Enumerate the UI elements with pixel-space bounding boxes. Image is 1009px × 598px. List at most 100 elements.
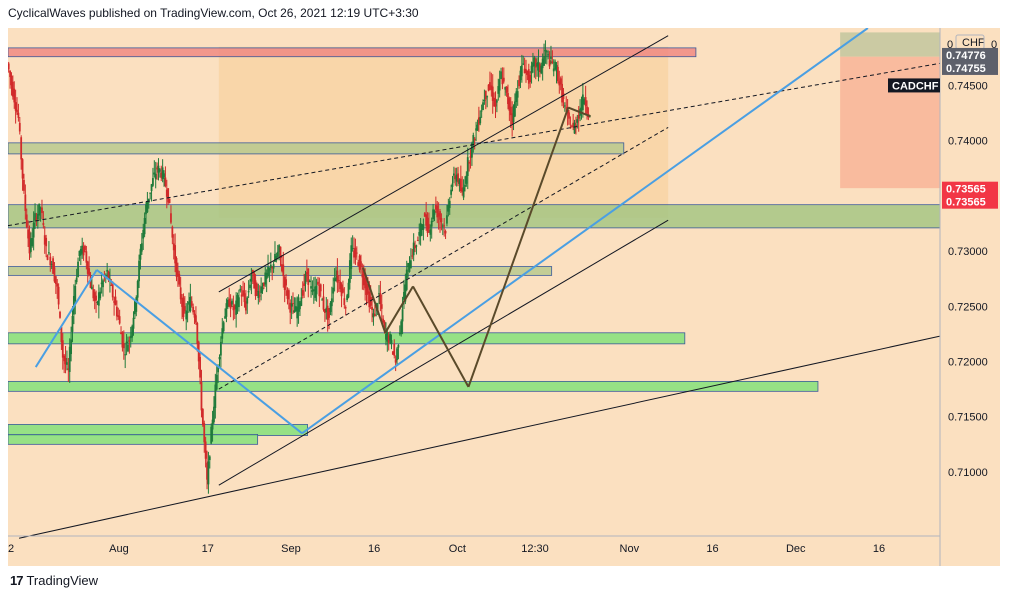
candle-body-40: [63, 355, 66, 362]
candle-body-193: [275, 256, 278, 261]
candle-body-172: [246, 297, 249, 304]
time-axis[interactable]: 12 Aug 17 Sep 16 Oct 12:30 Nov 16 Dec 16: [8, 543, 885, 555]
candle-body-28: [46, 255, 49, 260]
lines-layer: [8, 28, 941, 539]
y-tick-label-0: 0.74500: [948, 80, 988, 92]
candle-body-279: [394, 359, 397, 363]
tradingview-footer[interactable]: 17 TradingView: [10, 573, 98, 588]
candle-body-301: [425, 214, 428, 226]
candle-body-417: [586, 106, 588, 114]
candle-body-22: [38, 203, 41, 216]
candle-body-252: [357, 262, 360, 266]
candle-body-259: [367, 283, 369, 294]
candle-body-217: [308, 280, 311, 283]
candle-body-200: [285, 279, 287, 286]
candle-body-304: [429, 229, 432, 235]
candle-body-96: [140, 243, 143, 252]
candle-body-152: [218, 357, 221, 360]
candle-body-376: [529, 74, 532, 82]
tradingview-logo-icon: 17: [10, 573, 24, 588]
candle-body-230: [326, 305, 329, 320]
candle-body-233: [330, 298, 333, 307]
candle-body-182: [260, 286, 263, 294]
candle-body-18: [32, 222, 35, 238]
candle-body-375: [527, 69, 530, 84]
candle-body-148: [213, 406, 215, 423]
candle-body-360: [507, 93, 509, 105]
candle-body-97: [142, 229, 145, 239]
candle-body-213: [303, 283, 306, 286]
tradingview-brand: TradingView: [26, 573, 99, 588]
candle-body-78: [115, 306, 118, 317]
chart-svg[interactable]: 0.745000.740000.735000.730000.725000.720…: [8, 28, 1000, 566]
candle-body-204: [290, 303, 293, 307]
x-tick-label-3: Sep: [281, 543, 301, 555]
candle-body-399: [561, 83, 563, 103]
candle-body-135: [195, 315, 197, 323]
candle-body-325: [458, 179, 461, 184]
candle-body-361: [508, 98, 511, 111]
candle-body-414: [581, 94, 584, 111]
candle-body-284: [401, 309, 404, 322]
candle-body-243: [344, 307, 347, 309]
candle-body-416: [584, 97, 587, 107]
candle-body-14: [27, 229, 30, 239]
price-badge-bg-1: [942, 60, 998, 75]
candle-body-342: [482, 102, 484, 111]
candle-body-108: [157, 165, 160, 173]
candle-body-80: [118, 316, 121, 324]
candle-body-186: [265, 272, 268, 280]
candle-body-322: [454, 175, 457, 180]
candle-body-52: [79, 248, 82, 256]
candle-body-27: [45, 237, 48, 247]
candle-body-208: [296, 306, 299, 319]
candle-body-227: [322, 296, 325, 310]
y-tick-label-4: 0.72500: [948, 301, 988, 313]
price-badge-0: 0.74776: [946, 50, 986, 62]
candle-body-393: [552, 68, 555, 72]
candle-body-262: [371, 306, 373, 310]
candle-body-391: [550, 56, 552, 59]
candle-body-347: [489, 82, 491, 86]
candle-body-67: [100, 282, 103, 285]
candle-body-86: [127, 344, 129, 352]
candle-body-260: [368, 291, 371, 308]
candle-body-331: [466, 157, 469, 176]
candle-body-251: [355, 252, 358, 254]
candle-body-41: [64, 357, 67, 365]
trend-line-5: [34, 269, 98, 368]
x-tick-label-9: Dec: [786, 543, 806, 555]
candle-body-332: [468, 162, 471, 164]
zone-rect-5: [8, 380, 819, 392]
candle-body-61: [92, 289, 95, 299]
candle-body-211: [300, 297, 303, 306]
candle-body-273: [386, 332, 389, 342]
candle-body-370: [520, 65, 523, 77]
candle-body-0: [8, 63, 10, 70]
candle-body-343: [483, 100, 486, 102]
candle-body-295: [416, 239, 419, 241]
candle-body-373: [525, 69, 527, 72]
candle-body-226: [321, 299, 324, 301]
trend-line-7: [301, 28, 869, 435]
candle-body-372: [523, 68, 526, 74]
candle-body-257: [364, 277, 367, 289]
candle-body-121: [175, 258, 178, 277]
candle-body-246: [348, 260, 351, 283]
candle-body-3: [11, 81, 14, 97]
candle-body-212: [301, 290, 304, 296]
price-axis[interactable]: 0.745000.740000.735000.730000.725000.720…: [947, 34, 997, 479]
price-badge-bg-0: [942, 47, 998, 62]
candle-body-120: [174, 245, 177, 264]
candle-body-141: [203, 423, 206, 443]
candle-body-169: [242, 290, 244, 295]
candle-body-4: [13, 88, 16, 103]
candle-body-149: [214, 384, 217, 408]
candle-body-272: [385, 333, 387, 340]
candle-body-192: [274, 253, 276, 262]
candle-body-206: [293, 310, 296, 313]
chart-frame[interactable]: 0.745000.740000.735000.730000.725000.720…: [8, 28, 1000, 566]
y-tick-label-5: 0.72000: [948, 357, 988, 369]
candle-body-407: [572, 122, 575, 127]
candle-body-94: [138, 260, 140, 282]
